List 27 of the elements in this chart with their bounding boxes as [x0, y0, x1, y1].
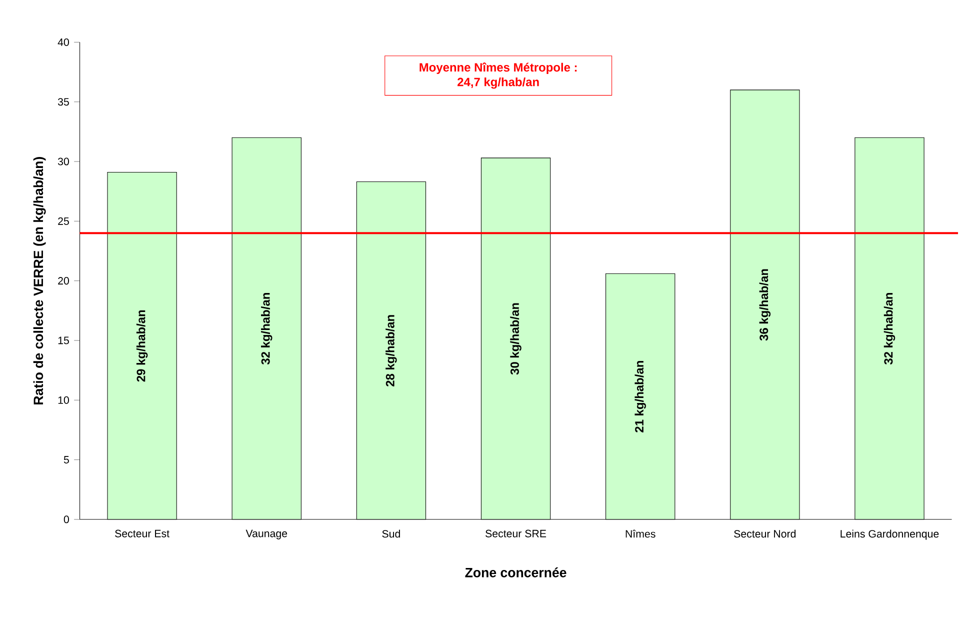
data-label: 28 kg/hab/an	[386, 315, 397, 386]
y-tick-label: 15	[58, 336, 69, 344]
x-tick-label: Leins Gardonnenque	[840, 530, 939, 540]
data-label: 32 kg/hab/an	[884, 293, 896, 364]
y-tick-label: 0	[64, 516, 69, 524]
x-tick-label: Nîmes	[626, 530, 656, 538]
x-tick-label: Vaunage	[246, 530, 288, 540]
data-label: 30 kg/hab/an	[510, 303, 522, 375]
data-label: 21 kg/hab/an	[634, 361, 646, 432]
annotation: 24,7 kg/hab/an	[458, 77, 539, 89]
x-axis-title: Zone concernée	[465, 567, 566, 578]
data-label: 32 kg/hab/an	[261, 293, 272, 364]
x-tick-label: Sud	[382, 530, 400, 538]
y-tick-label: 20	[58, 277, 69, 285]
y-tick-label: 10	[58, 396, 69, 404]
y-tick-label: 30	[58, 158, 69, 166]
y-tick-label: 25	[58, 217, 69, 225]
x-tick-label: Secteur Est	[115, 530, 170, 538]
y-tick-label: 35	[58, 98, 69, 106]
data-label: 29 kg/hab/an	[136, 310, 148, 382]
annotation: Moyenne Nîmes Métropole :	[420, 62, 577, 74]
y-axis-title: Ratio de collecte VERRE (en kg/hab/an)	[33, 156, 46, 404]
data-label: 36 kg/hab/an	[759, 269, 771, 341]
x-tick-label: Secteur Nord	[734, 530, 796, 538]
y-tick-label: 5	[64, 456, 69, 464]
x-tick-label: Secteur SRE	[486, 530, 546, 538]
y-tick-label: 40	[58, 38, 69, 46]
